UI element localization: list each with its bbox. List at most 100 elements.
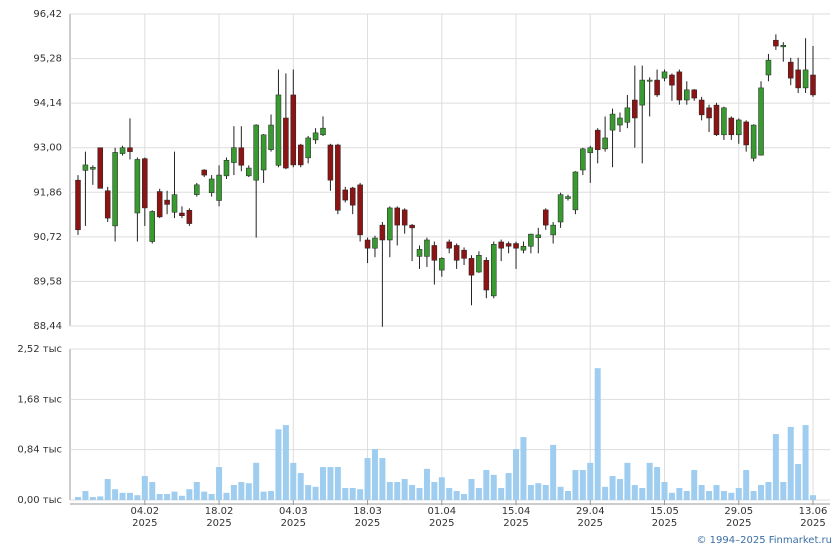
volume-bar xyxy=(357,489,364,500)
candle-body xyxy=(498,241,504,249)
candle-body xyxy=(164,199,170,205)
x-tick-label: 29.04 2025 xyxy=(575,506,605,529)
volume-bar xyxy=(728,492,735,500)
candle-body xyxy=(424,239,430,257)
volume-bar xyxy=(364,458,371,500)
volume-bar xyxy=(520,437,527,500)
candle-body xyxy=(431,245,438,261)
x-tick-label: 13.06 2025 xyxy=(798,506,828,529)
volume-bar xyxy=(616,479,623,500)
x-tick-label: 15.04 2025 xyxy=(501,506,531,529)
candle-body xyxy=(275,94,282,166)
volume-bar xyxy=(683,491,690,500)
volume-bar xyxy=(290,462,297,500)
x-tick-label: 15.05 2025 xyxy=(650,506,679,529)
volume-bar xyxy=(639,488,646,500)
candle-body xyxy=(186,210,193,224)
candle-body xyxy=(654,79,660,96)
candle-body xyxy=(557,194,564,223)
volume-bar xyxy=(676,488,683,500)
candle-body xyxy=(721,107,727,136)
candle-body xyxy=(684,89,690,101)
volume-bar xyxy=(557,486,564,500)
candle-body xyxy=(587,147,594,154)
volume-bar xyxy=(795,464,802,500)
volume-bar xyxy=(735,488,742,500)
candle-body xyxy=(728,117,735,136)
candle-body xyxy=(216,174,222,201)
volume-bar xyxy=(468,479,475,500)
volume-bar xyxy=(334,467,341,500)
volume-bar xyxy=(565,491,571,500)
candle-body xyxy=(572,171,579,211)
y-tick-label: 94,14 xyxy=(33,98,62,109)
volume-bar xyxy=(654,467,661,500)
volume-bar xyxy=(230,485,237,500)
candle-body xyxy=(194,184,200,195)
candle-body xyxy=(260,134,267,171)
grid xyxy=(70,13,830,501)
volume-bar xyxy=(409,485,416,500)
volume-bar xyxy=(178,495,185,500)
x-tick-label: 29.05 2025 xyxy=(724,506,754,529)
candle-body xyxy=(97,147,104,189)
candle-body xyxy=(535,234,542,238)
volume-bar xyxy=(587,462,594,500)
candle-body xyxy=(609,113,616,131)
volume-bar xyxy=(126,492,133,500)
candle-body xyxy=(520,245,527,251)
volume-bar xyxy=(453,491,460,500)
volume-bar xyxy=(550,444,557,500)
volume-bar xyxy=(609,476,616,500)
candle-body xyxy=(357,184,363,236)
candle-body xyxy=(119,147,126,154)
volume-bar xyxy=(349,488,356,500)
volume-bar xyxy=(483,470,490,500)
volume-bar xyxy=(720,491,727,500)
candle-body xyxy=(297,144,304,166)
x-tick-label: 18.02 2025 xyxy=(204,506,234,529)
candle-body xyxy=(327,144,334,181)
candle-body xyxy=(706,107,712,119)
candle-body xyxy=(624,107,631,123)
candle-body xyxy=(416,249,423,257)
volume-bar xyxy=(386,482,393,500)
volume-bar xyxy=(661,482,668,500)
y-tick-label: 90,72 xyxy=(33,232,62,243)
volume-bar xyxy=(698,485,705,500)
candle-body xyxy=(483,260,490,291)
volume-bar xyxy=(802,425,809,500)
volume-bar xyxy=(82,491,89,500)
candle-body xyxy=(335,144,341,211)
volume-bar xyxy=(164,494,171,500)
candle-body xyxy=(491,244,497,297)
candle-body xyxy=(268,124,274,150)
volume-bar xyxy=(787,426,794,500)
candle-body xyxy=(787,61,794,79)
candle-body xyxy=(550,224,556,236)
volume-bar xyxy=(691,470,698,500)
volume-bar xyxy=(193,482,200,500)
candle-body xyxy=(602,137,608,150)
volume-bar xyxy=(208,494,215,500)
candle-body xyxy=(565,196,571,199)
candle-body xyxy=(528,233,534,247)
volume-bar xyxy=(320,467,326,500)
candle-body xyxy=(364,239,371,249)
candle-body xyxy=(795,69,801,89)
y-tick-label: 0,00 тыс xyxy=(17,495,62,506)
candle-body xyxy=(372,237,378,249)
candle-body xyxy=(698,99,705,116)
volume-bar xyxy=(780,482,787,500)
candle-body xyxy=(379,224,386,241)
volume-bar xyxy=(342,488,349,500)
volume-bar xyxy=(423,468,430,500)
credit[interactable]: © 1994–2025 Finmarket.ru xyxy=(696,535,832,546)
volume-bar xyxy=(401,479,408,500)
y-tick-label: 89,58 xyxy=(33,276,62,287)
volume-bar xyxy=(490,474,497,500)
y-tick-label: 88,44 xyxy=(33,321,62,332)
volume-bar xyxy=(305,485,312,500)
volume-bar xyxy=(216,467,223,500)
